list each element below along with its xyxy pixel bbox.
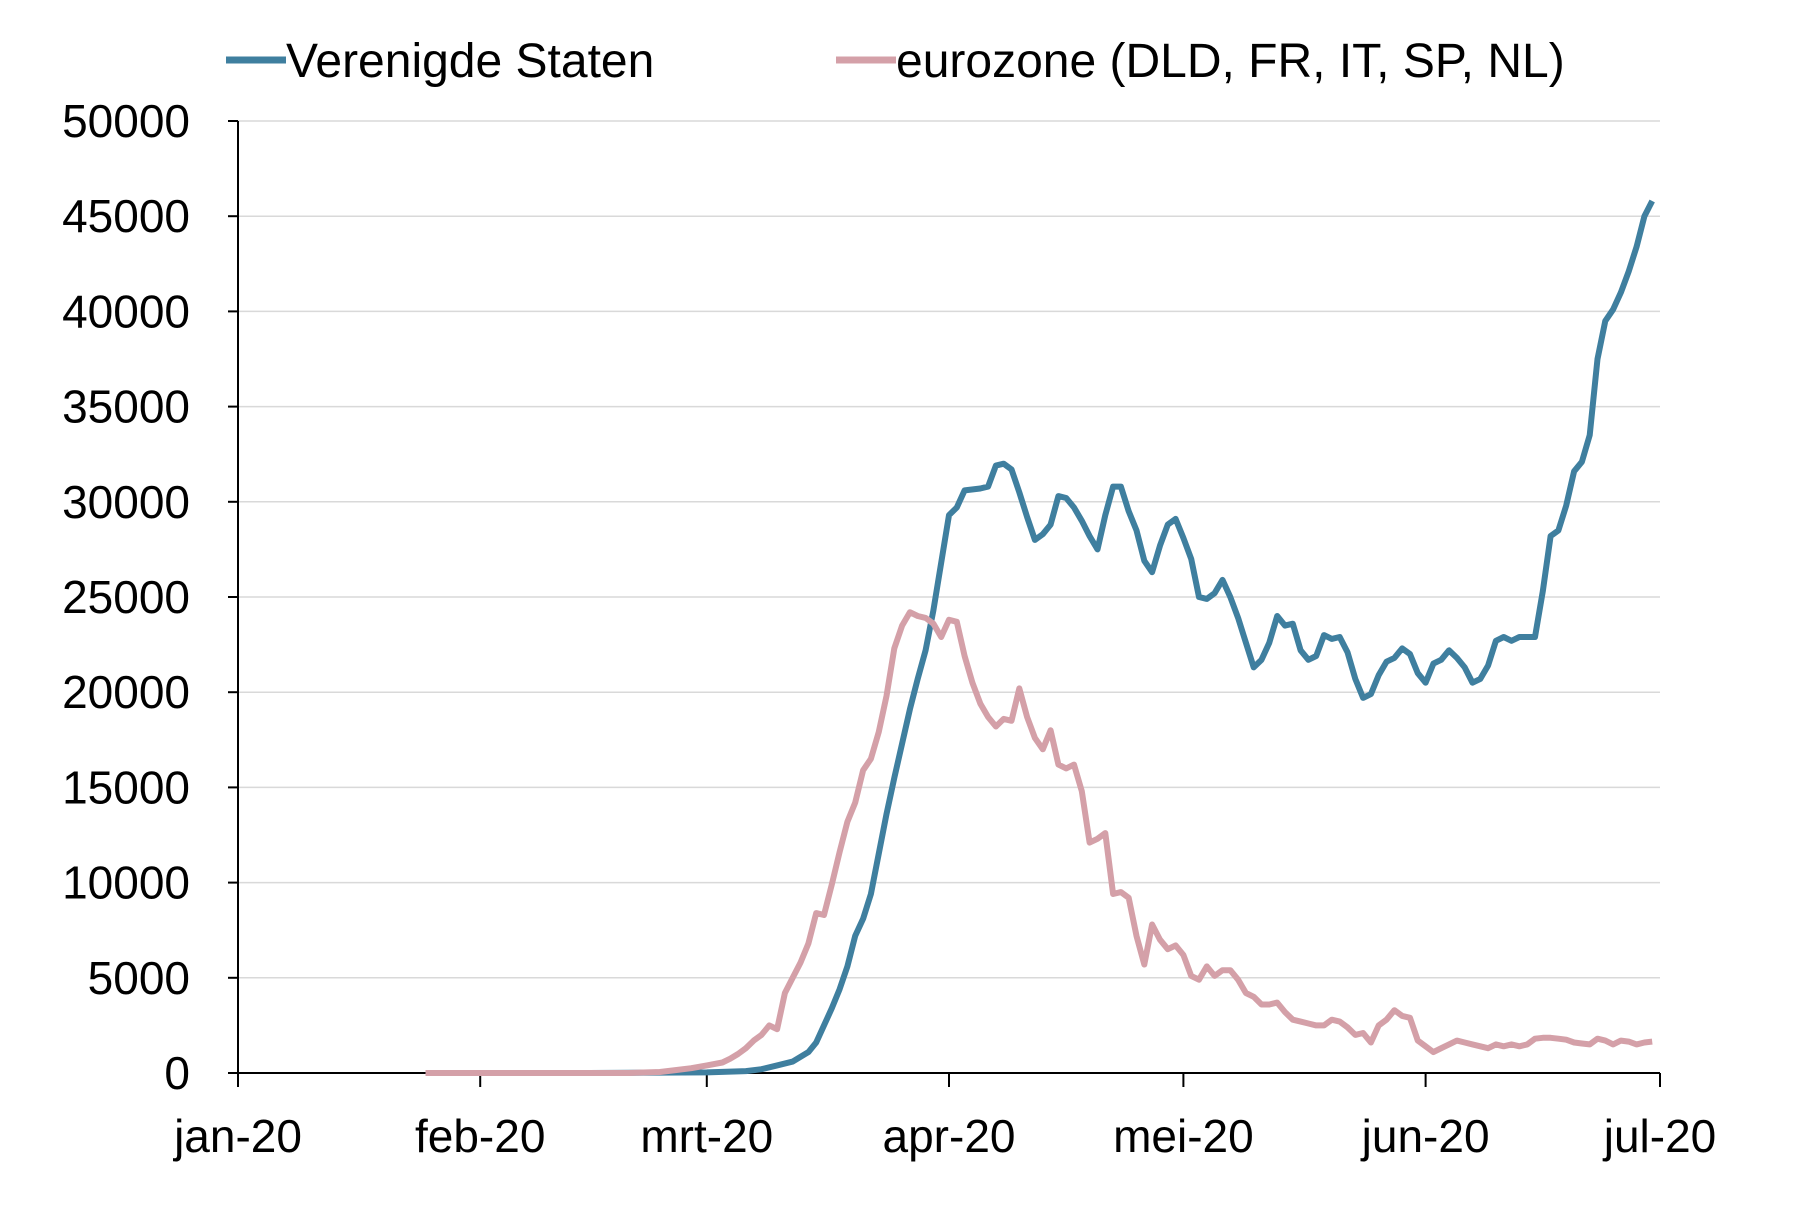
legend-label: Verenigde Staten	[286, 35, 654, 88]
y-tick-label: 25000	[62, 571, 190, 623]
y-tick-label: 0	[164, 1047, 190, 1099]
y-tick-label: 15000	[62, 761, 190, 813]
x-tick-label: feb-20	[415, 1110, 545, 1162]
series-lines	[425, 199, 1655, 1076]
x-axis-tick-labels: jan-20 feb-20 mrt-20 apr-20 mei-20 jun-20 jul-…	[172, 1110, 1716, 1162]
x-tick-label: jan-20	[172, 1110, 302, 1162]
legend-label: eurozone (DLD, FR, IT, SP, NL)	[896, 35, 1565, 88]
y-tick-label: 40000	[62, 285, 190, 337]
legend: Verenigde Staten eurozone (DLD, FR, IT, S…	[226, 35, 1565, 88]
series-line-verenigde-staten	[425, 199, 1655, 1076]
y-tick-label: 10000	[62, 857, 190, 909]
x-tick-label: mei-20	[1113, 1110, 1254, 1162]
y-tick-label: 35000	[62, 381, 190, 433]
y-tick-label: 45000	[62, 190, 190, 242]
y-tick-label: 50000	[62, 95, 190, 147]
x-tick-label: apr-20	[883, 1110, 1016, 1162]
y-tick-label: 5000	[88, 952, 190, 1004]
series-line-eurozone	[425, 609, 1653, 1076]
x-tick-label: jun-20	[1360, 1110, 1490, 1162]
gridlines	[228, 120, 1660, 1074]
x-tick-label: jul-20	[1602, 1110, 1717, 1162]
y-axis-tick-labels: 0 5000 10000 15000 20000 25000 30000 35000 40000…	[62, 95, 190, 1099]
y-tick-label: 20000	[62, 666, 190, 718]
x-tick-label: mrt-20	[640, 1110, 773, 1162]
y-tick-label: 30000	[62, 476, 190, 528]
